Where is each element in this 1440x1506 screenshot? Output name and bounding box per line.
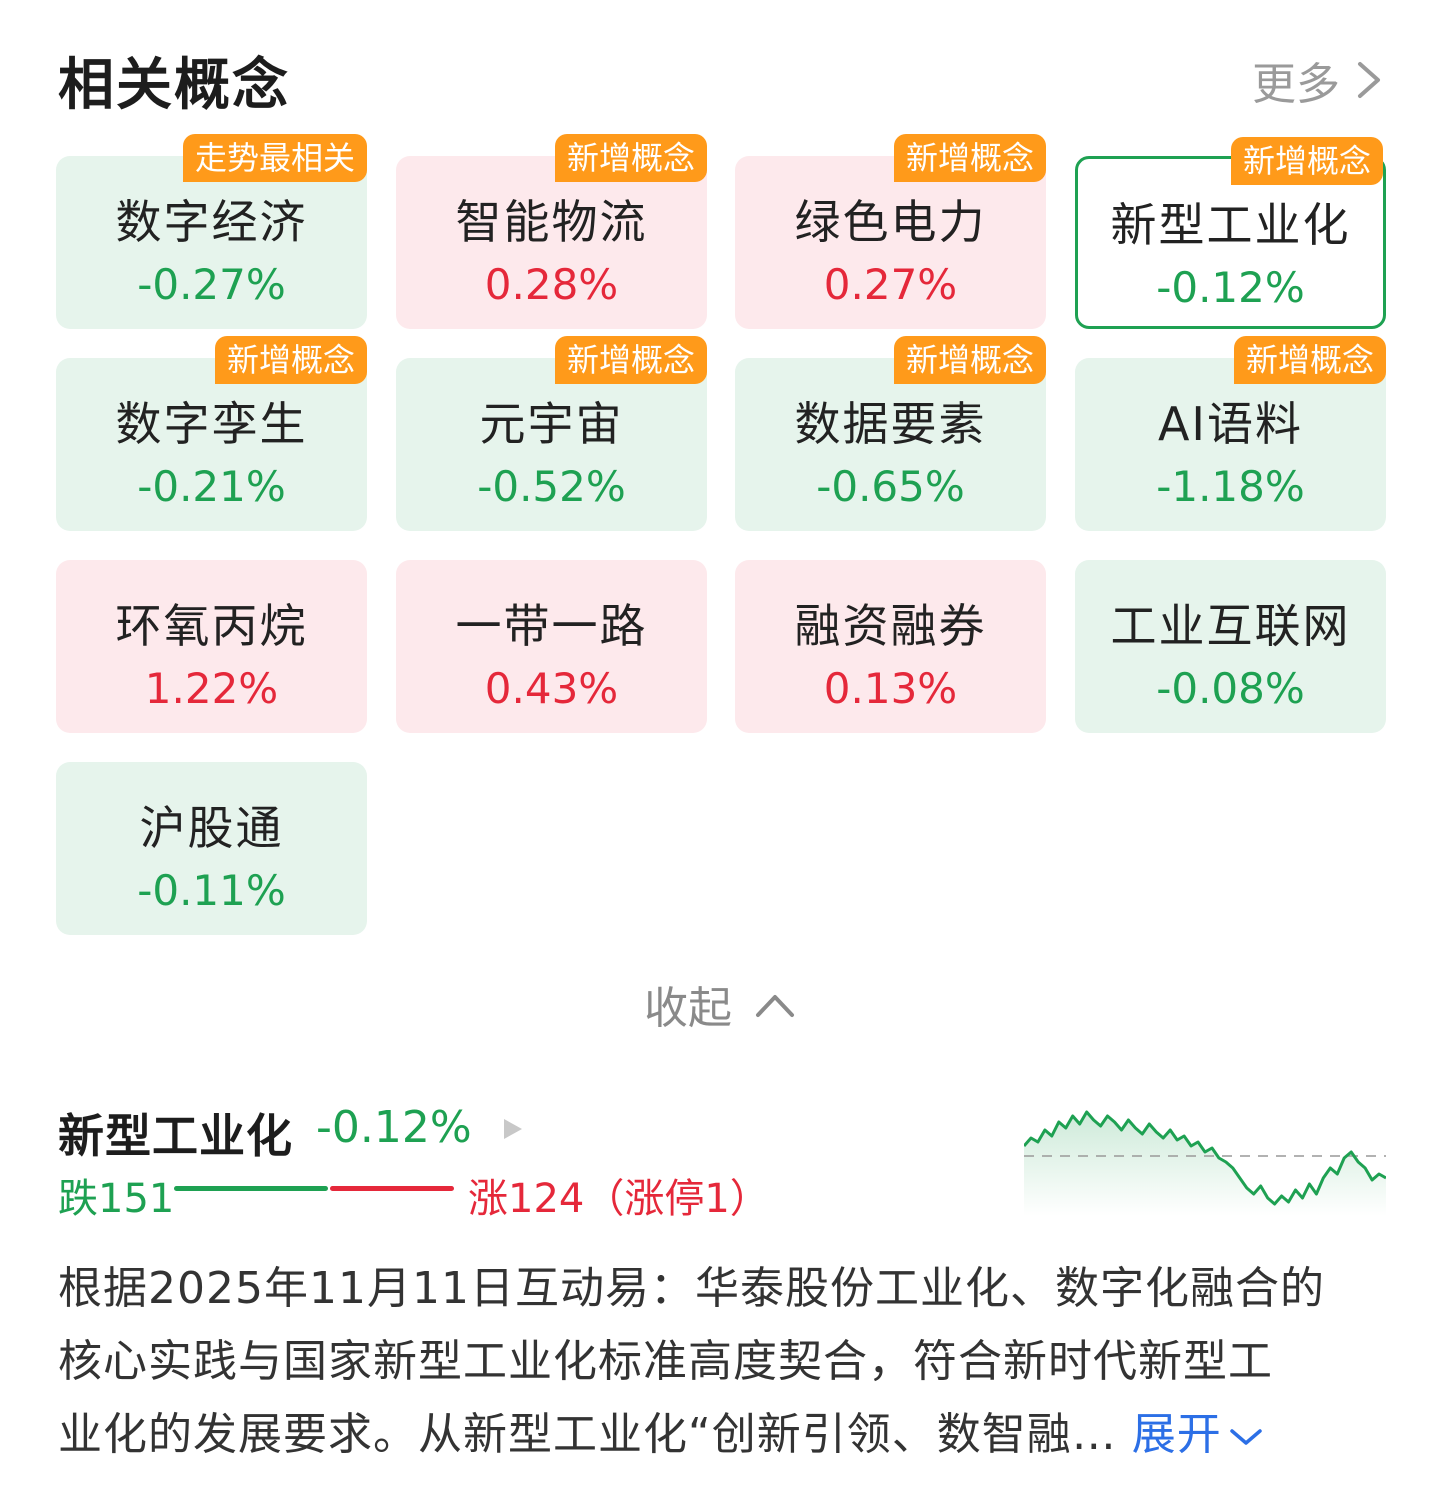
concept-card[interactable]: 智能物流 0.28% 新增概念 [396, 134, 707, 329]
concept-change: -0.11% [137, 866, 286, 915]
concept-tag-badge: 新增概念 [1233, 336, 1386, 384]
concept-name: 数字孪生 [115, 397, 308, 451]
concept-card[interactable]: 元宇宙 -0.52% 新增概念 [396, 336, 707, 531]
concept-tag-badge: 新增概念 [893, 336, 1046, 384]
concept-card[interactable]: 绿色电力 0.27% 新增概念 [735, 134, 1046, 329]
concept-name: 融资融券 [794, 599, 987, 653]
detail-title: 新型工业化 [58, 1109, 293, 1163]
more-label: 更多 [1252, 59, 1340, 110]
description-text: 业化的发展要求。从新型工业化“创新引领、数智融… [58, 1409, 1117, 1460]
concept-card[interactable]: 新型工业化 -0.12% 新增概念 [1075, 137, 1386, 329]
concept-name: AI语料 [1157, 397, 1304, 451]
play-arrow-icon[interactable] [500, 1116, 524, 1142]
rise-bar [330, 1186, 454, 1191]
concept-tag-badge: 新增概念 [893, 134, 1046, 182]
concept-card[interactable]: 环氧丙烷 1.22% [56, 560, 367, 733]
more-button[interactable]: 更多 [1252, 48, 1384, 112]
concept-change: -0.65% [816, 462, 965, 511]
rise-count: 涨124（涨停1） [468, 1176, 770, 1222]
concept-name: 绿色电力 [794, 195, 987, 249]
concept-change: 0.13% [823, 664, 958, 713]
concept-change: 0.28% [484, 260, 619, 309]
concept-change: 0.43% [484, 664, 619, 713]
detail-percent: -0.12% [316, 1102, 472, 1153]
concept-card[interactable]: 数字经济 -0.27% 走势最相关 [56, 134, 367, 329]
concept-tag-badge: 新增概念 [554, 336, 707, 384]
concept-card[interactable]: 融资融券 0.13% [735, 560, 1046, 733]
concept-change: -0.12% [1156, 263, 1305, 312]
description-line: 业化的发展要求。从新型工业化“创新引领、数智融… 展开 [58, 1398, 1378, 1471]
concept-name: 新型工业化 [1110, 198, 1351, 252]
section-header: 相关概念 更多 [58, 40, 1384, 120]
concept-tag-badge: 新增概念 [554, 134, 707, 182]
description-line: 根据2025年11月11日互动易：华泰股份工业化、数字化融合的 [58, 1263, 1325, 1314]
concept-name: 工业互联网 [1110, 599, 1351, 653]
concept-description: 根据2025年11月11日互动易：华泰股份工业化、数字化融合的 核心实践与国家新… [58, 1252, 1378, 1471]
concept-name: 沪股通 [139, 801, 284, 855]
concept-tag-badge: 新增概念 [214, 336, 367, 384]
concept-name: 环氧丙烷 [115, 599, 308, 653]
concept-card[interactable]: AI语料 -1.18% 新增概念 [1075, 336, 1386, 531]
expand-button[interactable]: 展开 [1132, 1409, 1264, 1460]
concept-tag-badge: 走势最相关 [182, 134, 367, 182]
sparkline-area [1024, 1112, 1386, 1216]
concept-change: -0.52% [477, 462, 626, 511]
concept-name: 一带一路 [455, 599, 648, 653]
concept-name: 数据要素 [794, 397, 987, 451]
chevron-right-icon [1358, 62, 1380, 98]
concept-card[interactable]: 数字孪生 -0.21% 新增概念 [56, 336, 367, 531]
concept-card[interactable]: 沪股通 -0.11% [56, 762, 367, 935]
concept-card[interactable]: 数据要素 -0.65% 新增概念 [735, 336, 1046, 531]
intraday-sparkline [1024, 1110, 1386, 1216]
concept-change: 0.27% [823, 260, 958, 309]
expand-label: 展开 [1131, 1409, 1222, 1460]
concept-name: 数字经济 [115, 195, 308, 249]
sparkline-line [1024, 1110, 1386, 1206]
concept-change: -1.18% [1156, 462, 1305, 511]
description-line: 核心实践与国家新型工业化标准高度契合，符合新时代新型工 [58, 1336, 1273, 1387]
fall-bar [174, 1186, 328, 1191]
collapse-label: 收起 [644, 983, 732, 1034]
collapse-button[interactable]: 收起 [0, 972, 1440, 1036]
section-title: 相关概念 [58, 53, 290, 118]
concept-tag-badge: 新增概念 [1230, 137, 1383, 185]
concept-change: -0.27% [137, 260, 286, 309]
concept-name: 智能物流 [455, 195, 648, 249]
fall-count: 跌151 [58, 1176, 175, 1222]
chevron-down-icon [1230, 1429, 1262, 1445]
concept-name: 元宇宙 [479, 397, 624, 451]
concept-change: -0.21% [137, 462, 286, 511]
chevron-up-icon [756, 995, 794, 1017]
concept-card[interactable]: 工业互联网 -0.08% [1075, 560, 1386, 733]
concept-change: -0.08% [1156, 664, 1305, 713]
concept-change: 1.22% [144, 664, 279, 713]
concept-card[interactable]: 一带一路 0.43% [396, 560, 707, 733]
